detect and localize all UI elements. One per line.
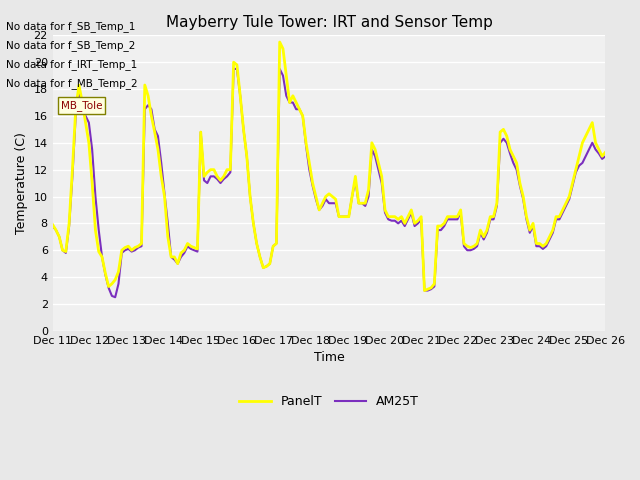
PanelT <box>197 129 205 135</box>
PanelT <box>266 261 274 266</box>
AM25T <box>273 240 280 246</box>
Line: AM25T: AM25T <box>52 69 605 297</box>
PanelT <box>526 227 534 233</box>
PanelT <box>49 222 56 228</box>
PanelT <box>276 39 284 45</box>
Title: Mayberry Tule Tower: IRT and Sensor Temp: Mayberry Tule Tower: IRT and Sensor Temp <box>166 15 493 30</box>
Legend: PanelT, AM25T: PanelT, AM25T <box>234 390 424 413</box>
Text: No data for f_MB_Temp_2: No data for f_MB_Temp_2 <box>6 78 138 89</box>
AM25T <box>602 153 609 159</box>
PanelT <box>496 129 504 135</box>
AM25T <box>486 216 494 222</box>
Text: No data for f_SB_Temp_1: No data for f_SB_Temp_1 <box>6 21 136 32</box>
AM25T <box>111 294 119 300</box>
Line: PanelT: PanelT <box>52 42 605 290</box>
Text: MB_Tole: MB_Tole <box>61 100 102 111</box>
PanelT <box>486 214 494 219</box>
Text: No data for f_SB_Temp_2: No data for f_SB_Temp_2 <box>6 40 136 51</box>
AM25T <box>526 230 534 236</box>
PanelT <box>582 133 589 139</box>
Y-axis label: Temperature (C): Temperature (C) <box>15 132 28 234</box>
Text: No data for f_IRT_Temp_1: No data for f_IRT_Temp_1 <box>6 59 138 70</box>
X-axis label: Time: Time <box>314 351 344 364</box>
AM25T <box>230 66 237 72</box>
AM25T <box>496 140 504 145</box>
PanelT <box>602 149 609 155</box>
PanelT <box>420 288 428 293</box>
AM25T <box>200 178 208 183</box>
AM25T <box>49 223 56 229</box>
AM25T <box>582 153 589 159</box>
